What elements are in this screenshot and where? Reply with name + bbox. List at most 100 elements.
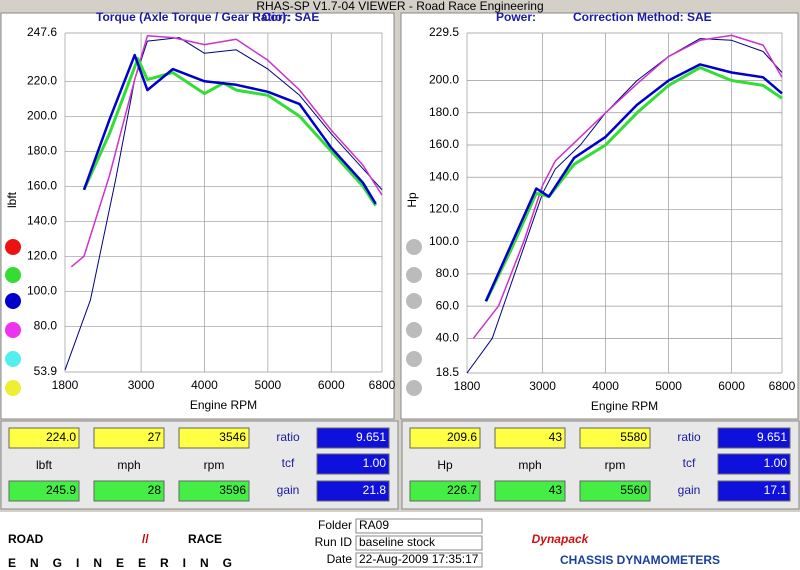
x-axis-label: Engine RPM (190, 398, 257, 412)
readout-box (8, 480, 80, 502)
readout-unit: Hp (437, 458, 453, 472)
y-tick-label: 53.9 (34, 364, 58, 378)
series-line (484, 63, 783, 302)
color-button[interactable] (5, 239, 21, 255)
field-value: 22-Aug-2009 17:35:17 (359, 552, 479, 566)
readout-box (178, 480, 250, 502)
series-line (70, 35, 383, 268)
logo: RACE (188, 532, 222, 546)
field-label: Run ID (315, 535, 353, 549)
readout-value: 43 (549, 430, 563, 444)
field-box (355, 535, 483, 551)
readout-unit: mph (518, 458, 541, 472)
readout-box (717, 480, 791, 502)
x-tick-label: 1800 (454, 379, 481, 393)
readout-value: 28 (148, 483, 162, 497)
x-tick-label: 6000 (718, 379, 745, 393)
y-tick-label: 140.0 (429, 169, 459, 183)
readout-value: 245.9 (46, 483, 76, 497)
color-button[interactable] (406, 293, 422, 309)
color-button[interactable] (406, 239, 422, 255)
field-box (355, 552, 483, 568)
y-tick-label: 229.5 (429, 25, 459, 39)
y-tick-label: 100.0 (27, 283, 57, 297)
logo-sub: ENGINEERING (8, 556, 246, 570)
y-tick-label: 160.0 (27, 178, 57, 192)
readout-box (579, 427, 651, 449)
color-button[interactable] (406, 380, 422, 396)
readout-box (409, 480, 481, 502)
y-tick-label: 180.0 (27, 143, 57, 157)
y-tick-label: 80.0 (34, 318, 58, 332)
chart-panel (0, 12, 395, 420)
readout-value: 3596 (219, 483, 246, 497)
color-button[interactable] (5, 293, 21, 309)
series-line (472, 34, 783, 339)
y-tick-label: 200.0 (27, 108, 57, 122)
readout-box (494, 427, 566, 449)
field-label: Date (327, 552, 353, 566)
readout-label: tcf (282, 456, 295, 470)
readout-label: tcf (683, 456, 696, 470)
color-buttons (5, 239, 422, 396)
readout-value: 27 (148, 430, 162, 444)
field-label: Folder (318, 518, 352, 532)
color-button[interactable] (406, 322, 422, 338)
series-line (484, 66, 783, 302)
readout-value: 1.00 (764, 456, 788, 470)
chart-subtitle: Power: (496, 10, 536, 24)
x-tick-label: 5000 (655, 379, 682, 393)
window-title: RHAS-SP V1.7-04 VIEWER - Road Race Engin… (256, 0, 543, 13)
y-tick-label: 180.0 (429, 105, 459, 119)
readout-value: 43 (549, 483, 563, 497)
readout-box (178, 427, 250, 449)
correction: Correction Method: SAE (573, 10, 712, 24)
field-value: baseline stock (359, 535, 436, 549)
readout-box (717, 453, 791, 475)
color-button[interactable] (406, 351, 422, 367)
readout-box (316, 480, 390, 502)
y-tick-label: 60.0 (436, 298, 460, 312)
readout-box (717, 427, 791, 449)
color-button[interactable] (406, 267, 422, 283)
readout-value: 9.651 (757, 430, 787, 444)
readout-value: 224.0 (46, 430, 76, 444)
readout-box (93, 427, 165, 449)
y-tick-label: 80.0 (436, 266, 460, 280)
color-button[interactable] (5, 322, 21, 338)
logo-slash: // (142, 532, 149, 546)
readout-label: gain (277, 483, 300, 497)
y-tick-label: 140.0 (27, 213, 57, 227)
series-line (82, 53, 377, 205)
readout-label: gain (678, 483, 701, 497)
brand: Dynapack (532, 532, 590, 546)
series-line (64, 37, 383, 371)
correction: Corr: SAE (262, 10, 319, 24)
readout-value: 21.8 (363, 483, 387, 497)
y-tick-label: 40.0 (436, 331, 460, 345)
readout-value: 1.00 (363, 456, 387, 470)
y-axis-label: Hp (405, 192, 419, 208)
y-tick-label: 200.0 (429, 73, 459, 87)
color-button[interactable] (5, 267, 21, 283)
x-tick-label: 5000 (255, 378, 282, 392)
readout-box (494, 480, 566, 502)
y-tick-label: 100.0 (429, 234, 459, 248)
y-tick-label: 120.0 (27, 248, 57, 262)
x-tick-label: 6000 (318, 378, 345, 392)
y-tick-label: 220.0 (27, 73, 57, 87)
color-button[interactable] (5, 380, 21, 396)
color-button[interactable] (5, 351, 21, 367)
y-tick-label: 247.6 (27, 25, 57, 39)
field-value: RA09 (359, 518, 389, 532)
y-tick-label: 18.5 (436, 365, 460, 379)
x-tick-label: 1800 (52, 378, 79, 392)
x-tick-label: 6800 (369, 378, 396, 392)
readout-value: 9.651 (356, 430, 386, 444)
x-tick-label: 4000 (191, 378, 218, 392)
logo: ROAD (8, 532, 44, 546)
readout-box (8, 427, 80, 449)
readout-unit: lbft (36, 458, 53, 472)
